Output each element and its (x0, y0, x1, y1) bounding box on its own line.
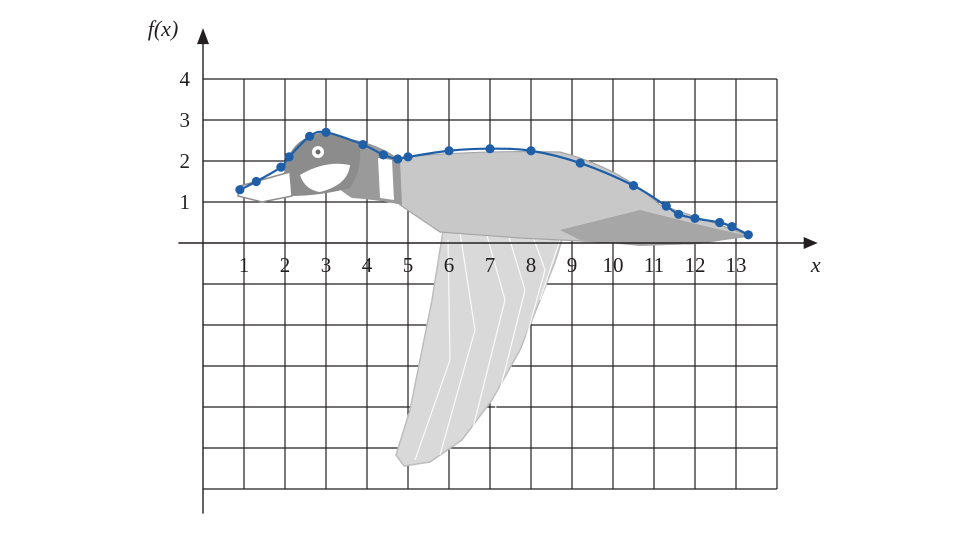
data-point (284, 152, 294, 162)
x-tick-label: 6 (444, 253, 455, 277)
data-point (235, 185, 245, 195)
data-point (276, 162, 286, 172)
data-point (690, 213, 700, 223)
data-point (444, 146, 454, 156)
data-point (674, 209, 684, 219)
goose-illustration (237, 132, 751, 467)
data-point (403, 152, 413, 162)
x-tick-label: 8 (526, 253, 537, 277)
x-tick-label: 12 (685, 253, 706, 277)
x-tick-label: 2 (280, 253, 291, 277)
data-points (235, 127, 753, 240)
goose-beak (237, 171, 293, 203)
x-tick-label: 10 (603, 253, 624, 277)
data-point (526, 146, 536, 156)
data-point (628, 181, 639, 191)
data-point (743, 230, 753, 240)
goose-tail (560, 210, 748, 246)
data-point (715, 217, 725, 228)
data-point (378, 150, 388, 160)
x-tick-label: 9 (567, 253, 578, 277)
data-point (358, 140, 368, 150)
y-tick-label: 1 (180, 190, 191, 214)
axes (178, 28, 818, 514)
y-tick-label: 4 (180, 67, 191, 91)
data-point (727, 222, 737, 232)
data-point (575, 158, 585, 168)
x-tick-label: 4 (362, 253, 373, 277)
x-axis-arrow (803, 237, 818, 249)
y-tick-label: 2 (180, 149, 191, 173)
y-axis-label: f(x) (148, 16, 179, 41)
data-point (251, 176, 261, 187)
x-tick-label: 3 (321, 253, 332, 277)
data-point (485, 144, 495, 154)
goose-eye-pupil (315, 149, 321, 155)
data-point (393, 154, 403, 164)
data-point (661, 201, 671, 211)
x-tick-label: 1 (239, 253, 250, 277)
y-tick-label: 3 (180, 108, 191, 132)
x-tick-label: 7 (485, 253, 496, 277)
goose-neck-ring (378, 158, 394, 200)
goose-cheek (300, 163, 350, 192)
axis-labels: f(x) x (148, 16, 821, 277)
data-point (321, 127, 331, 137)
data-point (305, 131, 315, 141)
x-axis-label: x (810, 252, 821, 277)
x-tick-label: 13 (726, 253, 747, 277)
x-tick-label: 11 (644, 253, 664, 277)
y-axis-arrow (197, 28, 209, 45)
x-tick-label: 5 (403, 253, 414, 277)
